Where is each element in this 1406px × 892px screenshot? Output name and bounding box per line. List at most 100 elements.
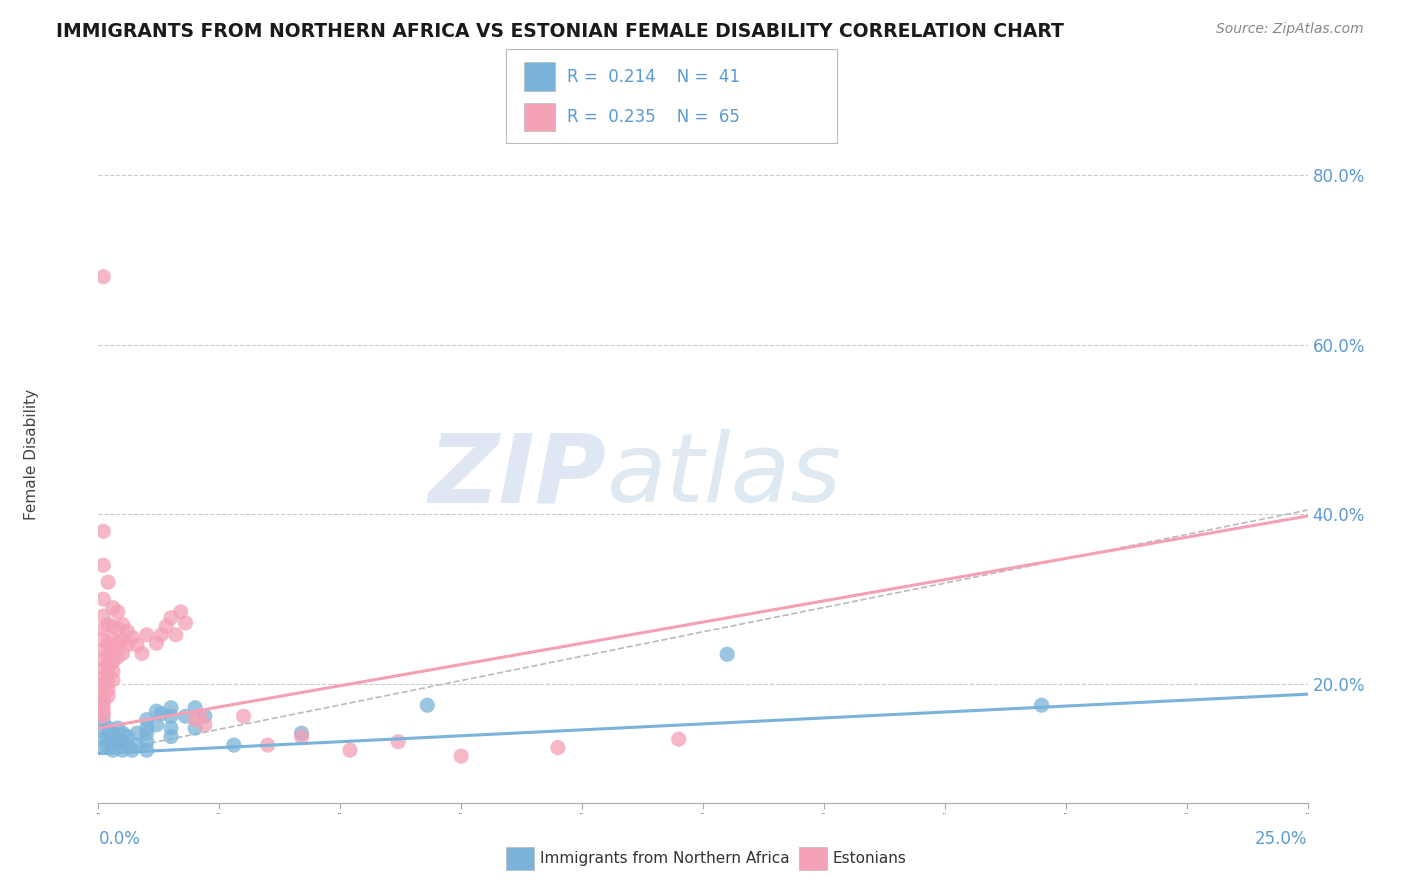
Point xyxy=(107,622,129,636)
Point xyxy=(450,749,472,764)
Point xyxy=(150,706,173,721)
Point xyxy=(290,726,312,740)
Point xyxy=(97,636,120,650)
Point xyxy=(117,638,139,652)
Point xyxy=(101,743,124,757)
Point xyxy=(174,709,197,723)
Point xyxy=(91,670,114,684)
Point xyxy=(165,628,187,642)
Point xyxy=(91,709,114,723)
Point xyxy=(107,649,129,664)
Point xyxy=(387,735,409,749)
Point xyxy=(111,617,134,632)
Point xyxy=(135,735,157,749)
Point xyxy=(107,636,129,650)
Point xyxy=(194,717,217,731)
Point xyxy=(184,721,207,735)
Point xyxy=(135,726,157,740)
Point xyxy=(145,704,167,718)
Point xyxy=(117,624,139,639)
Point xyxy=(97,617,120,632)
Point xyxy=(121,631,143,645)
Point xyxy=(101,619,124,633)
Point xyxy=(131,647,153,661)
Point xyxy=(668,732,690,747)
Point xyxy=(121,743,143,757)
Point xyxy=(91,609,114,624)
Point xyxy=(290,730,312,744)
Text: Source: ZipAtlas.com: Source: ZipAtlas.com xyxy=(1216,22,1364,37)
Point xyxy=(160,709,183,723)
Point xyxy=(97,689,120,703)
Point xyxy=(194,709,217,723)
Point xyxy=(145,636,167,650)
Point xyxy=(97,648,120,662)
Point xyxy=(91,524,114,539)
Point xyxy=(97,675,120,690)
Point xyxy=(97,575,120,590)
Point xyxy=(91,683,114,698)
Point xyxy=(91,715,114,730)
Point xyxy=(97,682,120,697)
Point xyxy=(91,696,114,710)
Point xyxy=(91,592,114,607)
Point xyxy=(91,269,114,284)
Point xyxy=(1031,698,1053,713)
Point xyxy=(547,740,569,755)
Text: IMMIGRANTS FROM NORTHERN AFRICA VS ESTONIAN FEMALE DISABILITY CORRELATION CHART: IMMIGRANTS FROM NORTHERN AFRICA VS ESTON… xyxy=(56,22,1064,41)
Point xyxy=(188,709,211,723)
Text: ZIP: ZIP xyxy=(429,429,606,523)
Point xyxy=(339,743,361,757)
Point xyxy=(107,721,129,735)
Point xyxy=(91,653,114,667)
Point xyxy=(101,735,124,749)
Point xyxy=(101,673,124,687)
Point xyxy=(91,632,114,647)
Point xyxy=(97,658,120,673)
Point xyxy=(127,638,149,652)
Point xyxy=(101,665,124,679)
Point xyxy=(91,690,114,705)
Point xyxy=(184,713,207,727)
Point xyxy=(160,700,183,714)
Point xyxy=(91,662,114,676)
Point xyxy=(91,706,114,720)
Point xyxy=(117,730,139,744)
Point xyxy=(111,632,134,647)
Point xyxy=(107,605,129,619)
Point xyxy=(91,622,114,636)
Point xyxy=(184,700,207,714)
Text: 25.0%: 25.0% xyxy=(1256,830,1308,848)
Point xyxy=(91,700,114,714)
Point xyxy=(160,611,183,625)
Point xyxy=(101,645,124,659)
Point xyxy=(155,619,177,633)
Point xyxy=(111,647,134,661)
Point xyxy=(169,605,191,619)
Text: atlas: atlas xyxy=(606,429,841,523)
Point xyxy=(135,721,157,735)
Point xyxy=(91,558,114,573)
Point xyxy=(91,677,114,691)
Point xyxy=(97,732,120,747)
Text: 0.0%: 0.0% xyxy=(98,830,141,848)
Point xyxy=(174,615,197,630)
Text: R =  0.235    N =  65: R = 0.235 N = 65 xyxy=(567,108,740,126)
Point xyxy=(135,743,157,757)
Point xyxy=(101,655,124,669)
Point xyxy=(127,726,149,740)
Point xyxy=(101,632,124,647)
Point xyxy=(91,643,114,657)
Point xyxy=(97,666,120,681)
Text: R =  0.214    N =  41: R = 0.214 N = 41 xyxy=(567,68,740,86)
Point xyxy=(111,735,134,749)
Text: Female Disability: Female Disability xyxy=(24,389,39,521)
Point xyxy=(117,738,139,752)
Point xyxy=(222,738,245,752)
Point xyxy=(101,726,124,740)
Text: Estonians: Estonians xyxy=(832,851,907,865)
Point xyxy=(160,730,183,744)
Point xyxy=(107,735,129,749)
Point xyxy=(111,726,134,740)
Point xyxy=(716,648,738,662)
